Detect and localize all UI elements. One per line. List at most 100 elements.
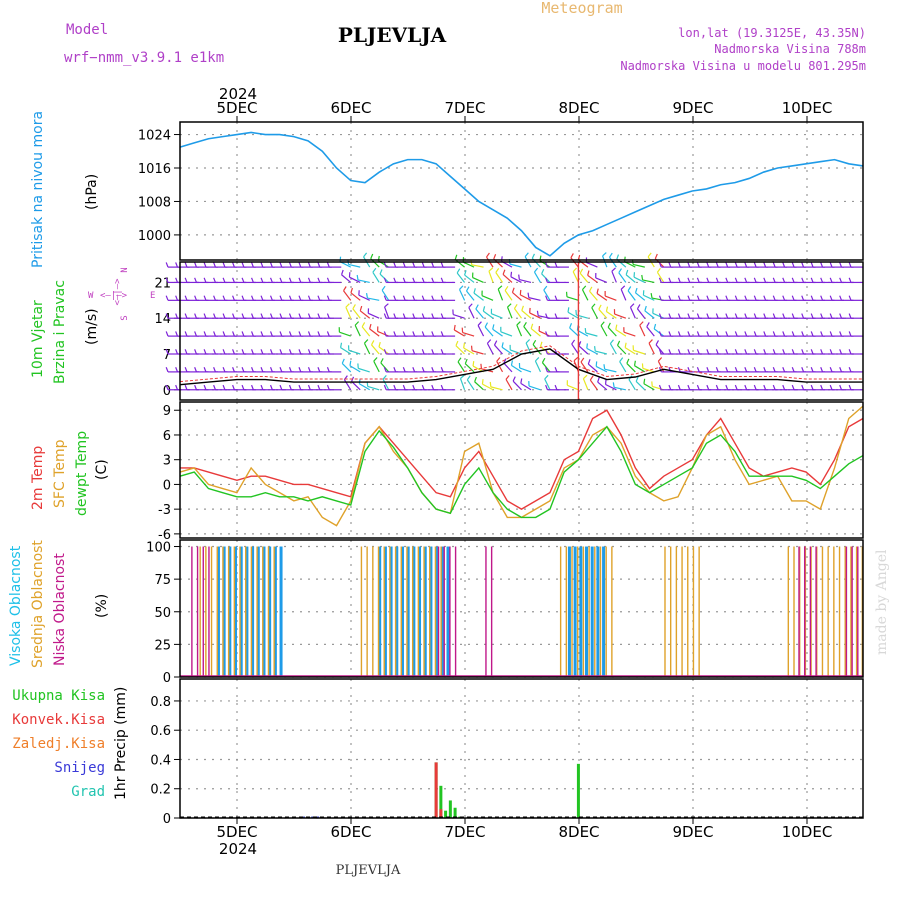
wind-barb-flag bbox=[608, 252, 613, 258]
wind-barb-shaft bbox=[457, 361, 466, 373]
wind-barb bbox=[317, 295, 332, 301]
wind-barb bbox=[213, 349, 228, 355]
wind-barb bbox=[820, 384, 835, 391]
wind-barb-flag bbox=[706, 277, 710, 283]
cloud-high-bar bbox=[602, 546, 606, 677]
wind-barb-shaft bbox=[639, 324, 646, 337]
cloud-high-bar bbox=[239, 546, 243, 677]
wind-barb bbox=[753, 349, 769, 355]
wind-barb-flag bbox=[241, 277, 245, 283]
wind-barb-flag bbox=[591, 303, 596, 309]
wind-barb-flag bbox=[657, 357, 663, 362]
wind-barb-flag bbox=[541, 357, 546, 363]
wind-barb bbox=[566, 380, 579, 391]
wind-barb-flag bbox=[658, 384, 662, 390]
wind-barb-flag bbox=[477, 321, 482, 326]
wind-barbs bbox=[165, 252, 863, 391]
wind-barb-shaft bbox=[600, 325, 608, 337]
wind-barb-flag bbox=[627, 286, 632, 292]
wind-barb bbox=[627, 286, 636, 301]
wind-barb bbox=[604, 379, 617, 391]
wind-barb-flag bbox=[474, 376, 477, 382]
wind-barb-flag bbox=[510, 271, 513, 277]
wind-barb bbox=[307, 367, 323, 373]
wind-barb bbox=[393, 262, 408, 268]
wind-barb bbox=[260, 384, 275, 391]
wind-barb-flag bbox=[677, 262, 681, 268]
wind-barb-flag bbox=[668, 295, 672, 301]
wind-barb-shaft bbox=[596, 292, 608, 301]
wind-barb bbox=[279, 313, 294, 319]
wind-barb bbox=[222, 384, 237, 391]
wind-barb-flag bbox=[677, 349, 681, 355]
wind-barb-flag bbox=[516, 321, 521, 326]
wind-barb bbox=[801, 349, 816, 355]
wind-barb bbox=[222, 349, 237, 355]
panel-4: 0 25 50 75 100 bbox=[146, 540, 864, 686]
wind-barb bbox=[241, 331, 256, 337]
wind-barb bbox=[651, 381, 664, 391]
wind-barb-flag bbox=[402, 349, 406, 355]
wind-barb-flag bbox=[463, 342, 466, 349]
wind-barb-shaft bbox=[488, 270, 494, 283]
wind-barb bbox=[343, 286, 352, 301]
wind-barb bbox=[595, 272, 608, 284]
wind-barb bbox=[782, 313, 797, 319]
wind-barb bbox=[587, 270, 598, 283]
y-tick-label: 0 bbox=[163, 478, 171, 493]
wind-barb-flag bbox=[586, 343, 588, 349]
wind-barb-flag bbox=[481, 379, 484, 385]
wind-barb bbox=[352, 304, 361, 319]
wind-barb-flag bbox=[706, 313, 710, 319]
wind-barb bbox=[734, 295, 750, 301]
wind-barb bbox=[326, 262, 342, 268]
wind-barb bbox=[633, 360, 646, 373]
wind-barb-flag bbox=[184, 331, 188, 337]
wind-barb-flag bbox=[630, 303, 635, 308]
x-tick-label-top: 9DEC bbox=[672, 99, 713, 117]
wind-barb bbox=[402, 277, 418, 284]
wind-barb bbox=[763, 349, 778, 355]
wind-barb-flag bbox=[658, 262, 662, 268]
compass-north: N bbox=[120, 267, 130, 272]
wind-barb-flag bbox=[340, 269, 344, 275]
wind-barb-shaft bbox=[466, 379, 475, 391]
wind-barb-flag bbox=[326, 295, 330, 301]
wind-barb-flag bbox=[763, 277, 767, 283]
wind-barb-flag bbox=[402, 262, 406, 268]
wind-barb bbox=[829, 262, 845, 268]
wind-barb bbox=[298, 331, 313, 337]
wind-barb-shaft bbox=[618, 272, 627, 283]
wind-barb-flag bbox=[365, 293, 369, 299]
wind-barb-flag bbox=[820, 367, 824, 373]
wind-barb-flag bbox=[307, 367, 311, 373]
wind-barb-flag bbox=[232, 262, 235, 268]
wind-barb bbox=[639, 321, 646, 337]
wind-barb-flag bbox=[612, 382, 615, 388]
wind-barb-flag bbox=[402, 313, 406, 319]
wind-barb-flag bbox=[241, 349, 245, 355]
wind-barb bbox=[260, 331, 275, 337]
wind-barb bbox=[565, 291, 579, 301]
wind-barb-flag bbox=[194, 367, 198, 373]
wind-barb bbox=[431, 384, 446, 391]
wind-barb-flag bbox=[655, 340, 660, 346]
wind-barb-flag bbox=[763, 384, 767, 390]
wind-barb bbox=[338, 327, 351, 337]
wind-barb bbox=[782, 295, 797, 301]
wind-barb-shaft bbox=[578, 345, 589, 355]
wind-barb-flag bbox=[251, 262, 254, 268]
wind-barb-flag bbox=[734, 384, 738, 390]
wind-barb-shaft bbox=[632, 263, 645, 268]
wind-barb bbox=[544, 374, 551, 391]
wind-barb-flag bbox=[534, 356, 540, 362]
wind-barb-flag bbox=[687, 313, 691, 319]
wind-barb-flag bbox=[402, 331, 406, 337]
wind-barb-flag bbox=[810, 384, 814, 390]
wind-barb-flag bbox=[829, 295, 833, 301]
wind-barb-shaft bbox=[644, 310, 655, 319]
wind-barb-flag bbox=[453, 324, 456, 331]
wind-barb bbox=[587, 359, 598, 373]
wind-barb-shaft bbox=[475, 308, 485, 319]
